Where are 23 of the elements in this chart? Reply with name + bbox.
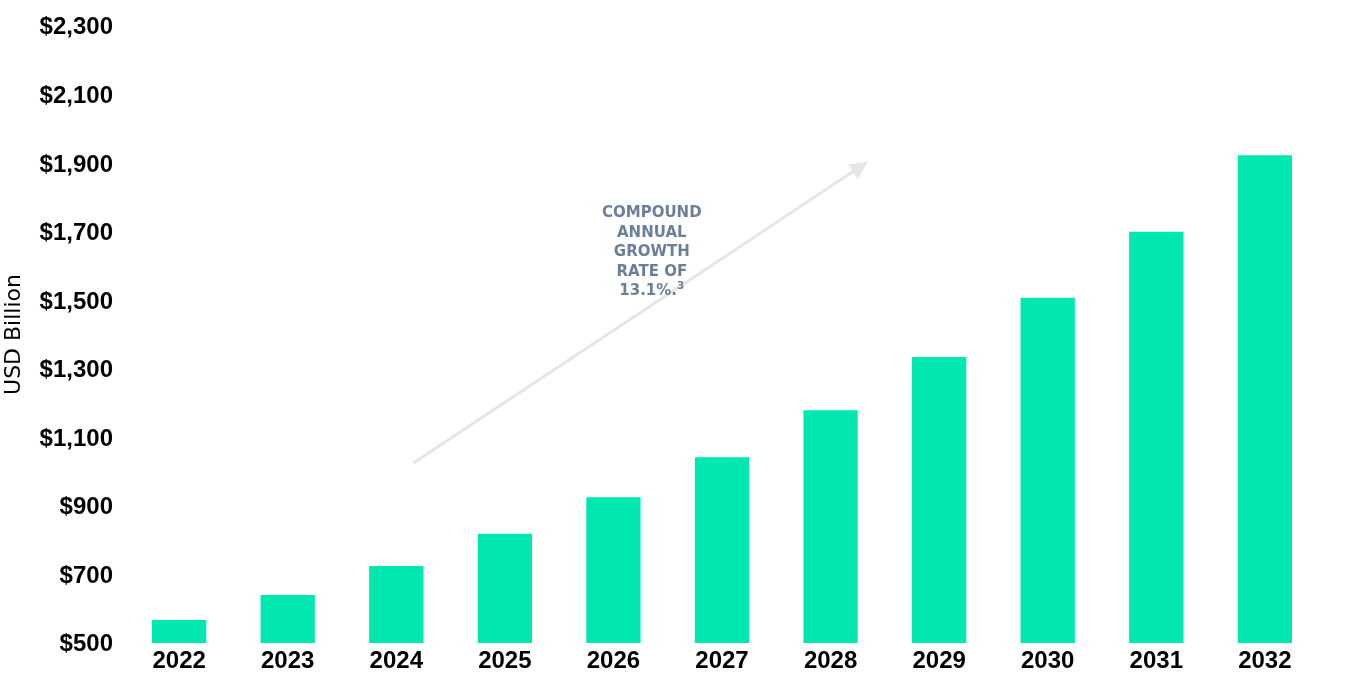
y-tick-label: $700 — [59, 560, 113, 588]
y-axis-title: USD Billion — [0, 274, 26, 395]
x-tick-label: 2028 — [803, 646, 858, 673]
y-tick-label: $1,100 — [39, 423, 113, 451]
y-tick-label: $900 — [59, 492, 113, 520]
x-tick-label: 2030 — [1021, 646, 1075, 673]
x-tick-label: 2022 — [152, 646, 206, 673]
y-tick-label: $1,700 — [39, 218, 113, 246]
y-tick-label: $500 — [59, 629, 113, 657]
x-tick-label: 2031 — [1129, 646, 1183, 673]
y-tick-label: $2,100 — [39, 80, 113, 108]
y-tick-label: $1,900 — [39, 149, 113, 177]
annotation: COMPOUND ANNUAL GROWTH RATE OF 13.1%.$^{3}$ — [602, 203, 702, 299]
x-tick-label: 2027 — [695, 646, 749, 673]
x-tick-label: 2029 — [912, 646, 966, 673]
x-tick-label: 2032 — [1238, 646, 1292, 673]
y-tick-label: $2,300 — [39, 12, 113, 40]
y-tick-label: $1,500 — [39, 286, 113, 314]
x-tick-label: 2024 — [369, 646, 424, 673]
x-tick-label: 2023 — [261, 646, 315, 673]
y-tick-label: $1,300 — [39, 355, 113, 383]
x-tick-label: 2025 — [478, 646, 532, 673]
x-tick-label: 2026 — [586, 646, 641, 673]
